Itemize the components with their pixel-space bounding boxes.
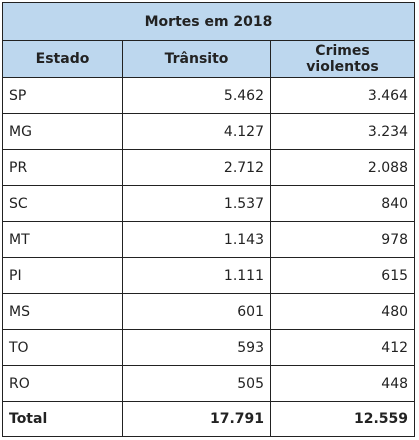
cell-transito: 1.537 bbox=[122, 185, 271, 222]
cell-crimes: 448 bbox=[269, 365, 416, 402]
cell-estado: SP bbox=[2, 77, 123, 114]
total-label: Total bbox=[2, 401, 123, 437]
table-row: MT 1.143 978 bbox=[2, 221, 416, 258]
table-title-row: Mortes em 2018 bbox=[1, 2, 416, 41]
cell-transito: 601 bbox=[122, 293, 271, 330]
table-header-row: Estado Trânsito Crimes violentos bbox=[2, 40, 416, 78]
cell-transito: 1.111 bbox=[122, 257, 271, 294]
cell-transito: 2.712 bbox=[122, 149, 271, 186]
table-row: TO 593 412 bbox=[2, 329, 416, 366]
deaths-table: Mortes em 2018 Estado Trânsito Crimes vi… bbox=[1, 2, 416, 437]
cell-transito: 5.462 bbox=[122, 77, 271, 114]
deaths-table-container: Mortes em 2018 Estado Trânsito Crimes vi… bbox=[1, 2, 416, 437]
cell-estado: MG bbox=[2, 113, 123, 150]
column-header-estado: Estado bbox=[2, 40, 123, 78]
table-row: MG 4.127 3.234 bbox=[2, 113, 416, 150]
cell-estado: SC bbox=[2, 185, 123, 222]
total-transito: 17.791 bbox=[122, 401, 271, 437]
cell-crimes: 978 bbox=[269, 221, 416, 258]
cell-crimes: 2.088 bbox=[269, 149, 416, 186]
table-row: SC 1.537 840 bbox=[2, 185, 416, 222]
cell-estado: MT bbox=[2, 221, 123, 258]
cell-crimes: 3.234 bbox=[269, 113, 416, 150]
cell-transito: 1.143 bbox=[122, 221, 271, 258]
cell-crimes: 480 bbox=[269, 293, 416, 330]
cell-crimes: 615 bbox=[269, 257, 416, 294]
table-row: RO 505 448 bbox=[2, 365, 416, 402]
table-row: SP 5.462 3.464 bbox=[2, 77, 416, 114]
cell-transito: 505 bbox=[122, 365, 271, 402]
column-header-crimes: Crimes violentos bbox=[269, 40, 416, 78]
column-header-transito: Trânsito bbox=[122, 40, 271, 78]
cell-estado: PR bbox=[2, 149, 123, 186]
total-row: Total 17.791 12.559 bbox=[2, 401, 416, 437]
table-title: Mortes em 2018 bbox=[1, 2, 416, 41]
cell-crimes: 840 bbox=[269, 185, 416, 222]
cell-crimes: 412 bbox=[269, 329, 416, 366]
cell-crimes: 3.464 bbox=[269, 77, 416, 114]
cell-transito: 593 bbox=[122, 329, 271, 366]
table-row: MS 601 480 bbox=[2, 293, 416, 330]
cell-estado: PI bbox=[2, 257, 123, 294]
table-row: PR 2.712 2.088 bbox=[2, 149, 416, 186]
total-crimes: 12.559 bbox=[269, 401, 416, 437]
cell-estado: MS bbox=[2, 293, 123, 330]
table-row: PI 1.111 615 bbox=[2, 257, 416, 294]
cell-estado: RO bbox=[2, 365, 123, 402]
cell-transito: 4.127 bbox=[122, 113, 271, 150]
cell-estado: TO bbox=[2, 329, 123, 366]
